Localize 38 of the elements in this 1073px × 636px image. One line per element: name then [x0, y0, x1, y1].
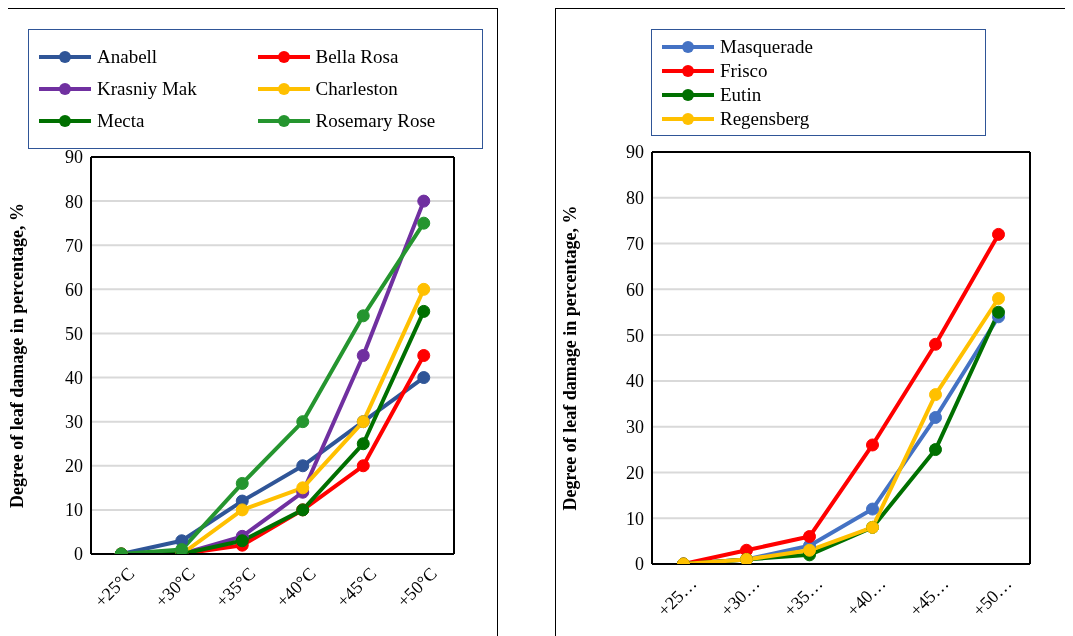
legend-label: Regensberg	[720, 107, 810, 130]
y-tick-label: 80	[65, 191, 83, 212]
legend-label: Rosemary Rose	[315, 110, 436, 132]
y-tick-label: 0	[74, 544, 83, 565]
legend-label: Anabell	[97, 46, 158, 68]
y-tick-label: 40	[626, 371, 644, 392]
y-tick-label: 70	[626, 233, 644, 254]
x-tick-label: +25…	[653, 573, 701, 621]
y-tick-label: 60	[65, 279, 83, 300]
legend-label: Eutin	[720, 83, 762, 106]
x-tick-label: +30…	[716, 573, 764, 621]
legend-label: Bella Rosa	[315, 46, 399, 68]
y-tick-label: 50	[626, 325, 644, 346]
x-tick-label: +40…	[842, 573, 890, 621]
x-tick-label: +50…	[968, 573, 1016, 621]
legend-label: Frisco	[720, 59, 768, 82]
x-tick-label: +35…	[779, 573, 827, 621]
x-tick-label: +45…	[905, 573, 953, 621]
y-tick-label: 10	[65, 500, 83, 521]
y-tick-label: 10	[626, 508, 644, 529]
y-tick-label: 30	[626, 417, 644, 438]
y-tick-label: 60	[626, 279, 644, 300]
y-tick-label: 70	[65, 235, 83, 256]
y-tick-label: 30	[65, 412, 83, 433]
legend-label: Krasniy Mak	[97, 78, 197, 100]
y-tick-label: 40	[65, 367, 83, 388]
y-tick-label: 50	[65, 323, 83, 344]
y-axis-title: Degree of leaf damage in percentage, %	[7, 203, 28, 508]
y-tick-label: 0	[635, 554, 644, 575]
y-axis-title: Degree of leaf damage in percentage, %	[560, 205, 581, 511]
legend-label: Masquerade	[720, 35, 813, 58]
legend-label: Mecta	[97, 110, 145, 132]
y-tick-label: 20	[626, 462, 644, 483]
y-tick-label: 90	[65, 147, 83, 168]
y-tick-label: 90	[626, 142, 644, 163]
legend-label: Charleston	[315, 78, 398, 100]
y-tick-label: 20	[65, 456, 83, 477]
y-tick-label: 80	[626, 188, 644, 209]
